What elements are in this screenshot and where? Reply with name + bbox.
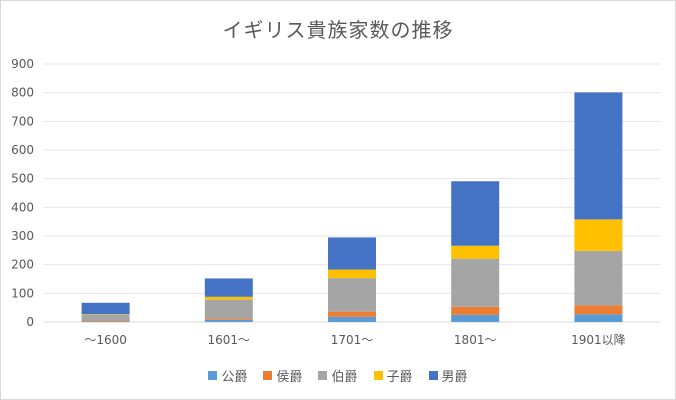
bar-segment (451, 314, 500, 322)
y-tick-label: 700 (11, 114, 34, 128)
x-tick-label: 1901以降 (571, 333, 626, 347)
y-tick-label: 800 (11, 86, 34, 100)
y-tick-label: 200 (11, 258, 34, 272)
bar-segment (451, 245, 500, 259)
bar-segment (204, 318, 253, 320)
legend-label: 伯爵 (331, 370, 358, 385)
bar-segment (81, 314, 130, 321)
legend-item: 公爵 (208, 366, 247, 385)
bar-segment (328, 278, 376, 312)
legend-item: 男爵 (428, 366, 468, 385)
bar-segment (574, 314, 623, 322)
y-tick-label: 100 (11, 286, 34, 300)
y-tick-label: 0 (26, 315, 34, 329)
legend-item: 伯爵 (318, 366, 358, 385)
legend-label: 男爵 (441, 370, 468, 385)
legend-label: 公爵 (221, 370, 248, 385)
x-tick-label: 1701～ (331, 333, 374, 347)
bar-segment (451, 258, 500, 307)
bar-segment (574, 305, 623, 315)
legend-swatch (318, 371, 328, 380)
bar-segment (451, 306, 500, 315)
bar-segment (204, 296, 253, 300)
y-tick-label: 400 (11, 200, 34, 214)
bar-segment (81, 314, 130, 315)
bar-segment (204, 299, 253, 319)
x-tick-label: 1601～ (208, 333, 251, 347)
chart-title: イギリス貴族家数の推移 (222, 18, 454, 42)
y-tick-label: 300 (11, 229, 34, 243)
legend-label: 子爵 (386, 370, 413, 385)
bar-segment (574, 219, 623, 251)
bar-segment (574, 92, 623, 220)
legend-swatch (428, 371, 438, 380)
bar-segment (204, 319, 253, 322)
legend-swatch (373, 371, 383, 380)
bar-segment (204, 278, 253, 297)
bar-segment (328, 311, 376, 317)
legend-item: 侯爵 (263, 366, 302, 385)
y-tick-label: 500 (11, 172, 34, 186)
legend-swatch (263, 371, 273, 380)
x-tick-label: 1801～ (454, 333, 497, 347)
chart-legend: 公爵 侯爵 伯爵 子爵 男爵 (0, 366, 676, 385)
bar-segment (81, 320, 130, 322)
bar-segment (328, 269, 376, 279)
legend-item: 子爵 (373, 366, 413, 385)
x-tick-label: ～1600 (84, 333, 127, 347)
bar-segment (451, 181, 500, 246)
bar-segment (81, 321, 130, 322)
bar-segment (328, 316, 376, 322)
bar-segment (328, 237, 376, 270)
legend-label: 侯爵 (276, 370, 303, 385)
bar-segment (574, 250, 623, 306)
bar-segment (81, 302, 130, 315)
legend-swatch (208, 371, 218, 380)
y-tick-label: 600 (11, 143, 34, 157)
y-tick-label: 900 (11, 57, 34, 71)
